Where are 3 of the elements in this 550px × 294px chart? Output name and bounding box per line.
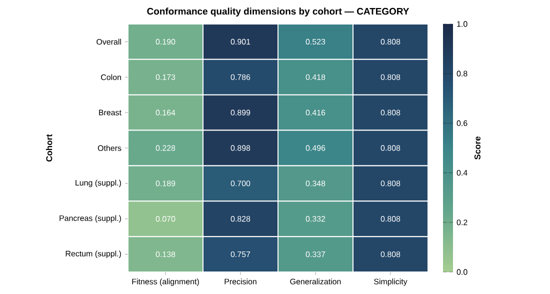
y-axis-title: Cohort xyxy=(46,134,52,162)
color-bar-title: Score xyxy=(474,136,480,160)
chart-title: Conformance quality dimensions by cohort — CATEGORY xyxy=(147,8,410,17)
